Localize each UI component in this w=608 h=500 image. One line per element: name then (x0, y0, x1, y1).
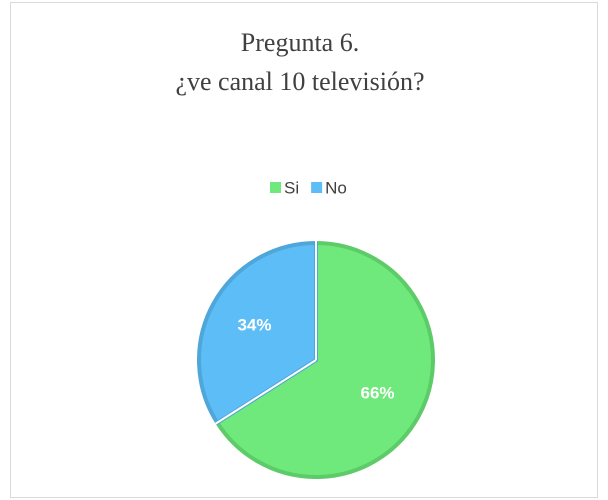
slice-separator (214, 359, 317, 425)
chart-title: ¿ve canal 10 televisión? (175, 67, 424, 96)
data-label: 34% (237, 316, 271, 335)
data-label: 66% (361, 383, 395, 402)
pie-slice (215, 241, 435, 479)
legend-swatch (311, 182, 323, 193)
chart-title: Pregunta 6. (241, 28, 359, 57)
legend-swatch (270, 182, 281, 193)
legend-label: Si (284, 178, 299, 197)
legend-label: No (325, 178, 347, 197)
